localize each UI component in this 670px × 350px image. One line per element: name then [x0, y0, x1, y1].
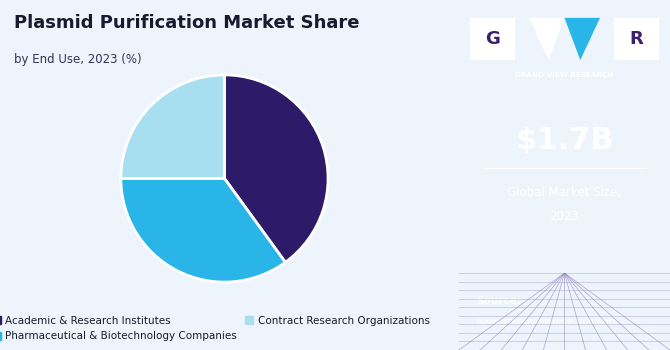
Polygon shape	[564, 18, 600, 60]
Bar	[470, 18, 515, 60]
Polygon shape	[529, 18, 564, 60]
Text: www.grandviewresearch.com: www.grandviewresearch.com	[476, 317, 619, 327]
Bar	[614, 18, 659, 60]
Text: GRAND VIEW RESEARCH: GRAND VIEW RESEARCH	[515, 72, 614, 78]
Text: $1.7B: $1.7B	[515, 126, 614, 154]
Wedge shape	[121, 178, 285, 282]
Text: G: G	[485, 30, 500, 48]
Text: Global Market Size,: Global Market Size,	[507, 186, 622, 199]
Text: by End Use, 2023 (%): by End Use, 2023 (%)	[14, 52, 141, 65]
Wedge shape	[224, 75, 328, 262]
Text: Plasmid Purification Market Share: Plasmid Purification Market Share	[14, 14, 359, 32]
Legend: Academic & Research Institutes, Pharmaceutical & Biotechnology Companies, Contra: Academic & Research Institutes, Pharmace…	[0, 316, 429, 341]
Text: 2023: 2023	[549, 210, 580, 224]
Text: R: R	[630, 30, 643, 48]
Wedge shape	[121, 75, 224, 178]
Text: Source:: Source:	[476, 296, 521, 306]
